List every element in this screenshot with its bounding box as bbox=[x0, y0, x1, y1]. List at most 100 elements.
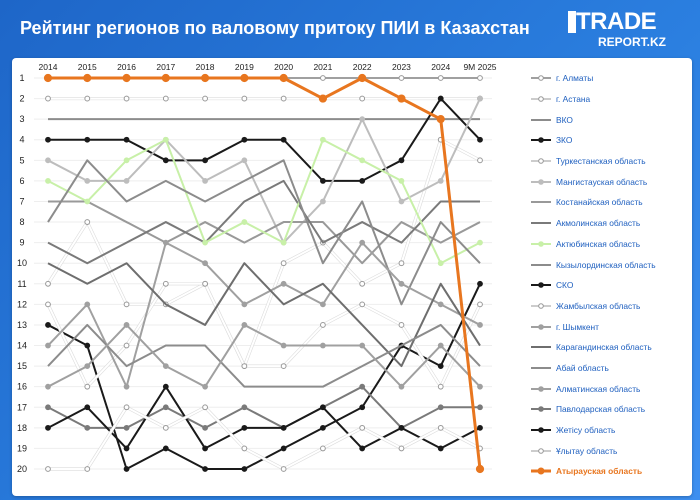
legend-label: Жамбылская область bbox=[556, 300, 641, 311]
series-point bbox=[320, 322, 326, 328]
series-point bbox=[241, 219, 248, 225]
series-point bbox=[123, 322, 130, 328]
series-point bbox=[398, 280, 405, 287]
series-point bbox=[398, 198, 405, 205]
series-point bbox=[398, 177, 405, 184]
series-point bbox=[279, 73, 288, 83]
legend-label: СКО bbox=[556, 280, 574, 291]
series-point bbox=[477, 95, 483, 102]
logo-line-2: REPORT.KZ bbox=[598, 35, 667, 49]
series-point bbox=[359, 383, 366, 390]
legend-item: Жетісу область bbox=[530, 420, 680, 441]
x-tick-label: 9M 2025 bbox=[463, 62, 496, 72]
series-point bbox=[477, 157, 483, 164]
series-17 bbox=[45, 383, 483, 452]
series-9 bbox=[47, 159, 481, 306]
series-5 bbox=[45, 95, 483, 246]
y-tick-label: 1 bbox=[19, 73, 24, 83]
series-point bbox=[359, 342, 366, 349]
series-point bbox=[397, 94, 406, 103]
legend-swatch-icon bbox=[531, 303, 551, 309]
series-point bbox=[45, 95, 51, 102]
series-7 bbox=[47, 179, 480, 265]
series-point bbox=[84, 177, 91, 184]
series-19 bbox=[43, 73, 485, 474]
series-point bbox=[359, 157, 366, 164]
chart-panel bbox=[12, 58, 692, 496]
series-point bbox=[398, 383, 405, 390]
legend-item: г. Шымкент bbox=[530, 316, 680, 337]
legend-label: г. Шымкент bbox=[556, 321, 600, 332]
series-point bbox=[241, 157, 248, 164]
series-point bbox=[280, 424, 287, 431]
y-tick-label: 10 bbox=[17, 258, 27, 268]
legend-swatch-icon bbox=[531, 222, 551, 225]
series-point bbox=[162, 424, 169, 431]
series-point bbox=[477, 75, 483, 81]
legend-label: Актюбинская область bbox=[556, 238, 641, 249]
y-tick-label: 6 bbox=[19, 176, 24, 186]
series-point bbox=[43, 73, 53, 83]
series-point bbox=[280, 260, 287, 267]
legend-label: ЗКО bbox=[556, 135, 573, 146]
legend-label: Мангистауская область bbox=[556, 176, 648, 187]
series-point bbox=[477, 301, 483, 308]
series-point bbox=[84, 95, 91, 102]
series-point bbox=[320, 177, 326, 184]
series-point bbox=[437, 260, 444, 267]
x-tick-label: 2022 bbox=[353, 62, 372, 72]
x-tick-label: 2021 bbox=[313, 62, 332, 72]
series-point bbox=[477, 404, 483, 411]
legend-label: Жетісу область bbox=[556, 425, 616, 436]
series-15 bbox=[45, 322, 483, 390]
series-point bbox=[202, 260, 208, 267]
series-point bbox=[241, 363, 248, 370]
series-point bbox=[123, 157, 130, 164]
legend-item: Туркестанская область bbox=[530, 151, 680, 172]
legend-swatch-icon bbox=[531, 75, 551, 82]
series-line bbox=[47, 179, 480, 265]
chart-legend: г. Алматы г. Астана ВКО ЗКО Туркестанская об… bbox=[530, 68, 680, 482]
series-line bbox=[47, 282, 481, 388]
series-line bbox=[48, 97, 481, 182]
legend-label: Карагандинская область bbox=[556, 342, 652, 353]
series-point bbox=[359, 424, 366, 431]
series-line bbox=[48, 76, 482, 470]
series-point bbox=[241, 136, 248, 143]
series-point bbox=[241, 301, 248, 308]
legend-label: Алматинская область bbox=[556, 383, 641, 394]
legend-item: Абай область bbox=[530, 358, 680, 379]
legend-swatch-icon bbox=[531, 137, 551, 144]
series-point bbox=[162, 404, 169, 411]
legend-item: ВКО bbox=[530, 109, 680, 130]
x-tick-label: 2014 bbox=[39, 62, 58, 72]
series-11 bbox=[45, 280, 483, 390]
series-line bbox=[47, 138, 481, 265]
legend-item: Ұлытау область bbox=[530, 440, 680, 461]
series-point bbox=[123, 95, 130, 102]
series-point bbox=[477, 136, 483, 143]
legend-item: Мангистауская область bbox=[530, 171, 680, 192]
y-tick-label: 8 bbox=[19, 217, 24, 227]
series-point bbox=[123, 136, 130, 143]
series-point bbox=[123, 177, 130, 184]
series-point bbox=[202, 466, 208, 472]
y-tick-label: 15 bbox=[17, 361, 27, 371]
series-point bbox=[437, 383, 444, 390]
legend-item: Алматинская область bbox=[530, 378, 680, 399]
y-tick-label: 16 bbox=[17, 382, 27, 392]
series-point bbox=[84, 404, 91, 411]
series-point bbox=[241, 404, 248, 411]
series-point bbox=[202, 383, 208, 390]
series-point bbox=[359, 95, 366, 102]
legend-swatch-icon bbox=[531, 118, 551, 121]
legend-label: Ұлытау область bbox=[556, 445, 618, 456]
series-point bbox=[359, 445, 366, 452]
series-point bbox=[477, 322, 483, 328]
series-3 bbox=[45, 95, 483, 184]
legend-swatch-icon bbox=[531, 385, 551, 392]
series-point bbox=[436, 115, 445, 124]
series-point bbox=[398, 445, 405, 452]
legend-swatch-icon bbox=[531, 467, 551, 475]
series-point bbox=[45, 157, 51, 164]
